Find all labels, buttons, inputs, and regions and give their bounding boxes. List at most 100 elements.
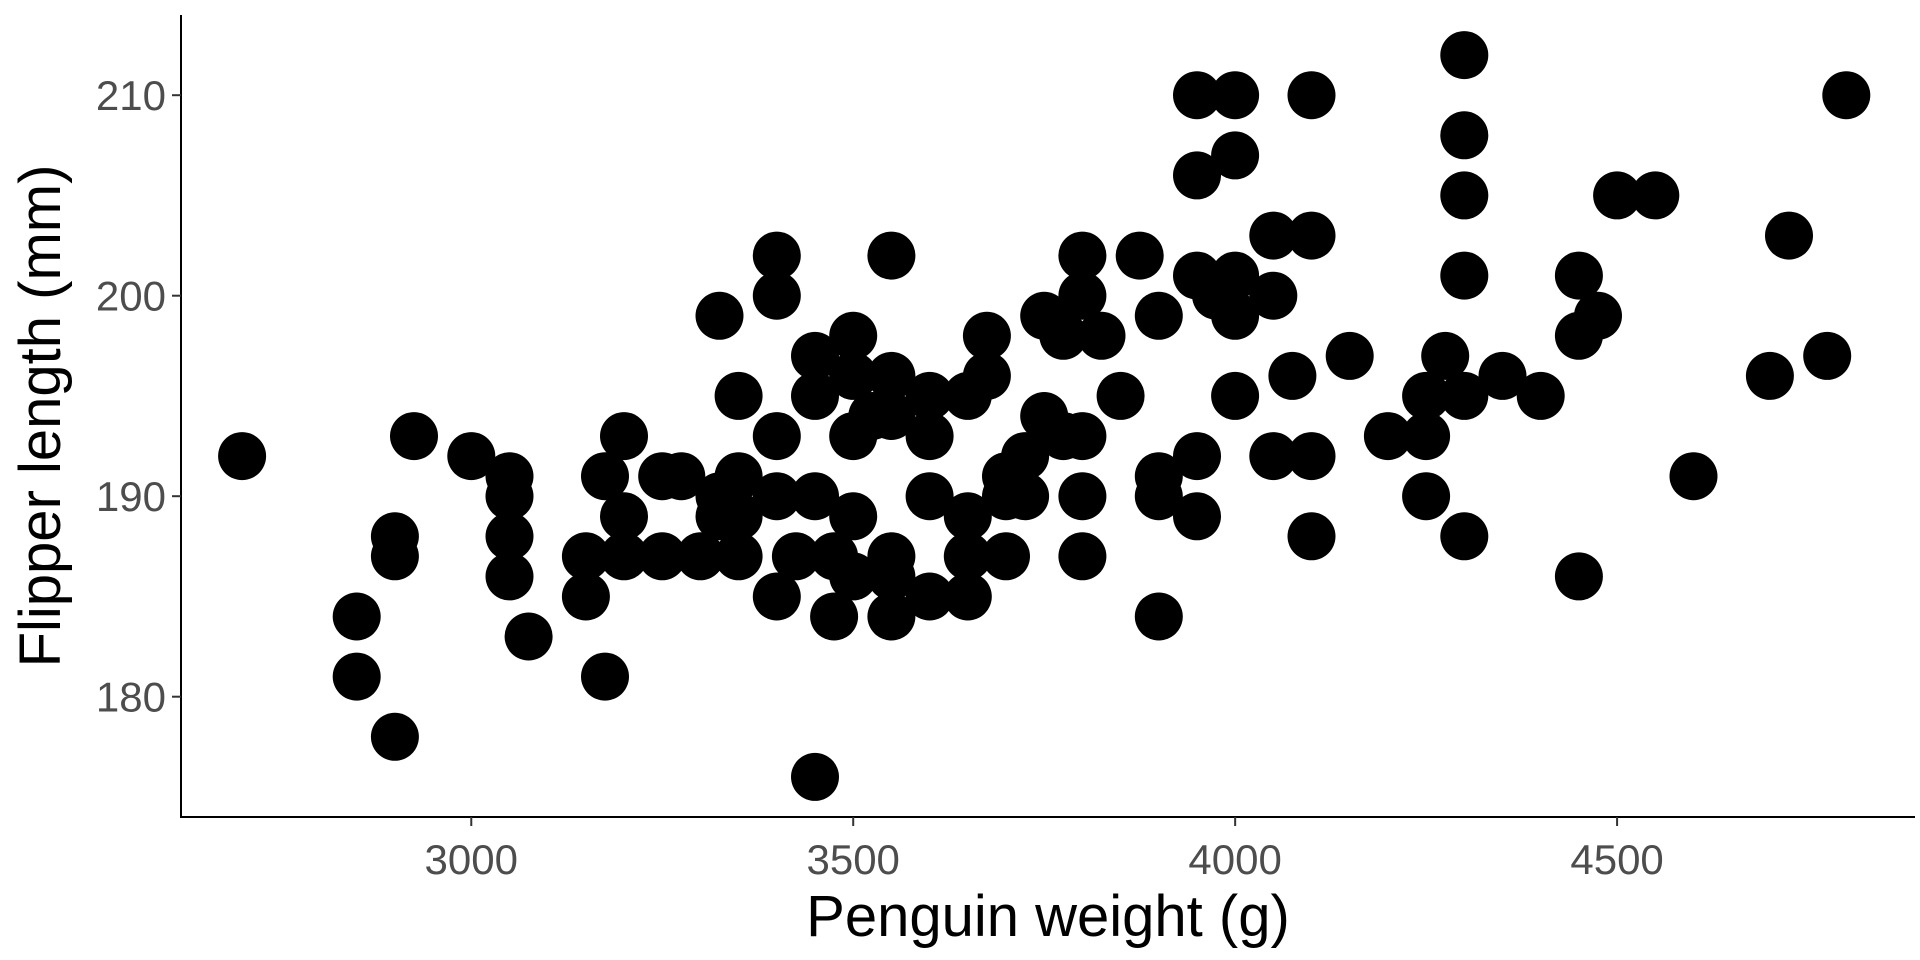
data-point-36 [771, 532, 820, 581]
data-point-23 [676, 532, 725, 581]
data-point-46 [829, 492, 878, 541]
data-point-103 [1287, 432, 1336, 481]
data-point-40 [791, 752, 839, 801]
data-point-89 [1173, 432, 1221, 481]
data-point-86 [1173, 71, 1221, 120]
data-point-27 [714, 371, 763, 420]
data-point-108 [1402, 412, 1451, 461]
data-point-124 [1631, 171, 1680, 220]
data-point-79 [1077, 311, 1126, 360]
data-point-115 [1440, 371, 1489, 420]
data-point-100 [1268, 351, 1317, 400]
data-point-119 [1554, 251, 1603, 300]
data-point-82 [1134, 291, 1183, 340]
data-point-94 [1211, 251, 1260, 300]
x-tick-label-4500: 4500 [1570, 836, 1663, 883]
data-point-29 [714, 492, 763, 541]
data-point-58 [905, 572, 954, 621]
data-point-113 [1440, 171, 1489, 220]
x-tick-label-3500: 3500 [806, 836, 899, 883]
data-point-51 [867, 392, 916, 440]
data-point-69 [1001, 472, 1050, 521]
data-point-0 [218, 432, 267, 481]
x-axis-title: Penguin weight (g) [806, 884, 1290, 949]
data-point-118 [1516, 371, 1565, 420]
data-point-13 [561, 532, 610, 581]
data-point-84 [1134, 472, 1183, 521]
data-point-18 [600, 492, 648, 541]
data-point-14 [561, 572, 610, 621]
y-tick-label-180: 180 [96, 674, 166, 721]
data-point-81 [1115, 231, 1164, 280]
data-point-122 [1574, 291, 1622, 340]
data-point-17 [600, 412, 648, 461]
data-point-126 [1745, 351, 1794, 400]
data-point-64 [962, 351, 1011, 400]
data-point-56 [905, 412, 954, 461]
data-point-77 [1058, 472, 1107, 521]
x-axis-ticks: 3000 3500 4000 4500 [425, 817, 1664, 883]
data-point-42 [810, 592, 859, 641]
data-point-99 [1249, 432, 1298, 481]
data-point-72 [1039, 311, 1088, 360]
x-tick-label-4000: 4000 [1188, 836, 1281, 883]
data-point-85 [1134, 592, 1183, 641]
data-point-2 [332, 652, 381, 701]
data-point-1 [332, 592, 381, 641]
data-point-28 [714, 452, 763, 501]
data-point-63 [962, 311, 1011, 360]
data-point-39 [791, 472, 839, 521]
data-point-125 [1669, 452, 1718, 501]
y-axis-title: Flipper length (mm) [8, 165, 73, 668]
data-point-123 [1593, 171, 1642, 220]
data-point-38 [791, 371, 839, 420]
data-point-47 [829, 552, 878, 601]
data-point-16 [581, 652, 629, 701]
data-point-74 [1058, 231, 1107, 280]
data-point-57 [905, 472, 954, 521]
data-point-117 [1478, 351, 1527, 400]
data-point-116 [1440, 512, 1489, 561]
data-point-19 [600, 532, 648, 581]
data-point-104 [1287, 512, 1336, 561]
data-point-127 [1765, 211, 1813, 260]
data-point-106 [1363, 412, 1412, 461]
data-point-7 [447, 432, 496, 481]
data-point-67 [982, 532, 1030, 581]
data-point-61 [943, 532, 992, 581]
data-point-5 [370, 712, 419, 761]
data-point-68 [1001, 432, 1050, 481]
data-point-32 [752, 271, 801, 320]
data-point-54 [867, 592, 916, 641]
data-point-105 [1325, 331, 1374, 380]
data-point-43 [829, 311, 878, 360]
data-point-93 [1211, 131, 1260, 180]
data-point-4 [370, 532, 419, 581]
data-point-75 [1058, 271, 1107, 320]
data-point-97 [1249, 211, 1298, 260]
y-tick-label-200: 200 [96, 273, 166, 320]
data-point-128 [1803, 331, 1852, 380]
y-tick-label-210: 210 [96, 72, 166, 119]
data-point-34 [752, 472, 801, 521]
data-point-112 [1440, 111, 1489, 160]
data-point-11 [485, 552, 534, 601]
data-point-22 [657, 452, 706, 501]
data-point-87 [1173, 151, 1221, 200]
data-point-10 [485, 512, 534, 561]
data-point-44 [829, 351, 878, 400]
data-point-102 [1287, 211, 1336, 260]
data-point-21 [638, 532, 687, 581]
data-point-76 [1058, 412, 1107, 461]
data-point-80 [1096, 371, 1145, 420]
data-point-37 [791, 331, 839, 380]
data-point-53 [867, 552, 916, 601]
data-point-111 [1440, 31, 1489, 80]
data-point-31 [752, 231, 801, 280]
data-point-98 [1249, 271, 1298, 320]
y-tick-label-190: 190 [96, 473, 166, 520]
data-point-121 [1554, 552, 1603, 601]
data-point-12 [504, 612, 553, 661]
data-point-30 [714, 532, 763, 581]
